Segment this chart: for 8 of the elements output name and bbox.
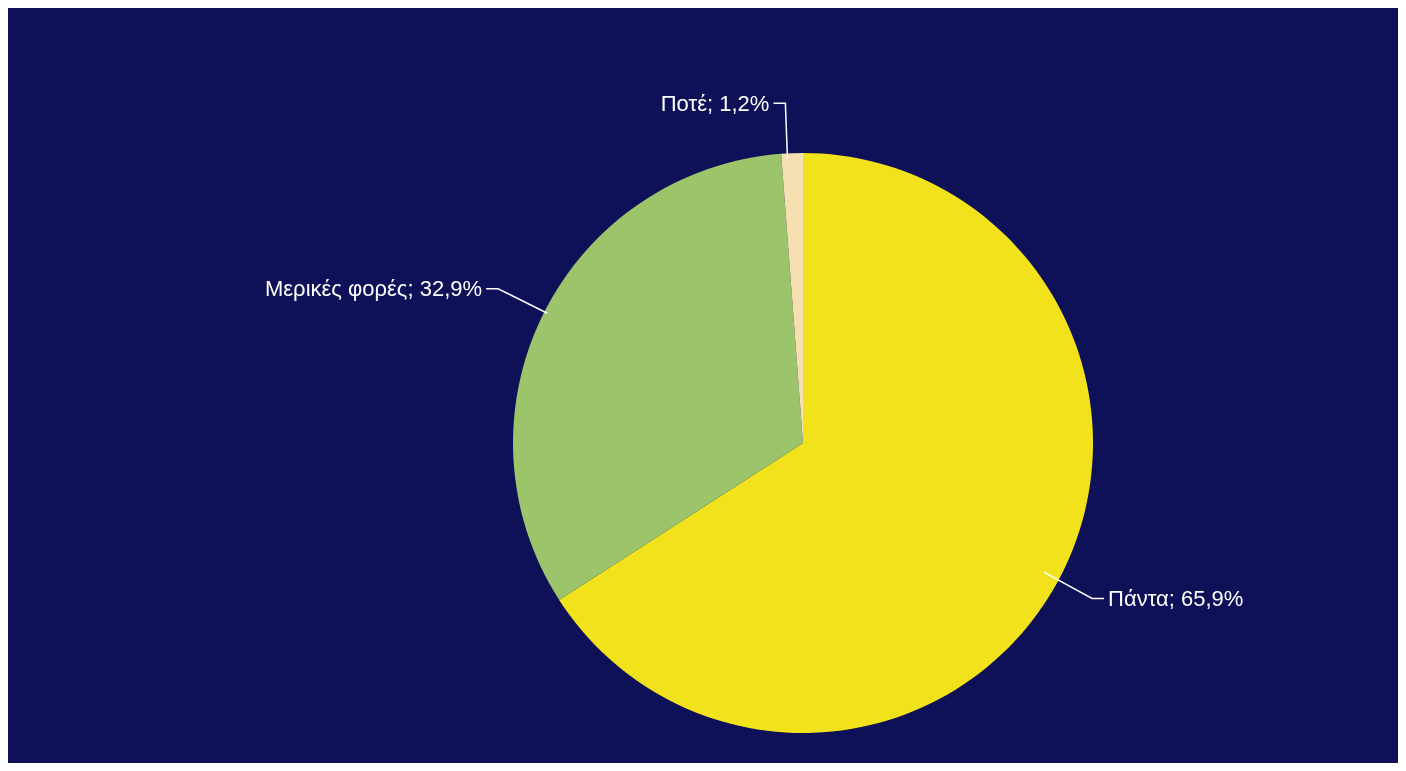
slice-label: Πάντα bbox=[1108, 586, 1170, 612]
data-label: ; 65,9% bbox=[1168, 586, 1244, 612]
data-label: ; 1,2% bbox=[707, 90, 770, 116]
slice-label: Ποτέ bbox=[660, 90, 708, 116]
data-label: ; 32,9% bbox=[407, 276, 483, 302]
pie-slice bbox=[559, 153, 1093, 733]
pie-slice bbox=[513, 153, 803, 600]
slice-label: Μερικές φορές bbox=[265, 276, 408, 302]
